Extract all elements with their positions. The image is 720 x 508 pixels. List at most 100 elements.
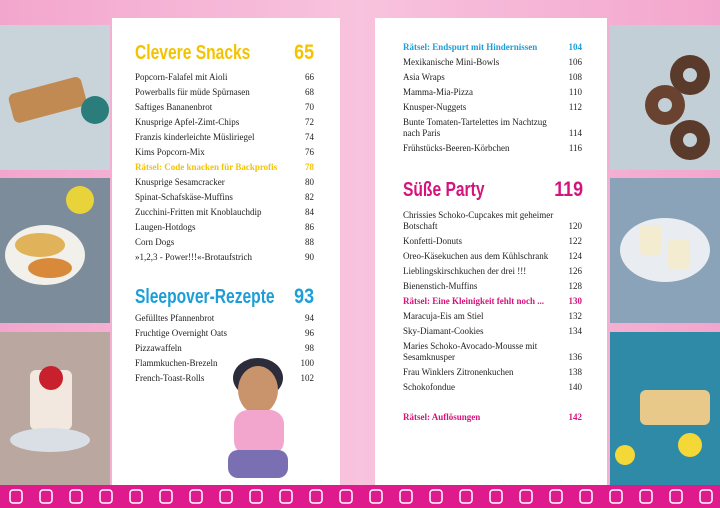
- photos-left: [0, 25, 110, 485]
- entry-page: 100: [300, 358, 315, 368]
- band-icon: [399, 489, 413, 504]
- section-page: 93: [294, 285, 314, 308]
- entry-page: 136: [568, 352, 583, 362]
- entry-text: Fruchtige Overnight Oats: [135, 328, 227, 338]
- entry-page: 84: [305, 207, 314, 217]
- entry-page: 112: [568, 102, 582, 112]
- entry-text: Knusper-Nuggets: [403, 102, 467, 112]
- entry-page: 110: [568, 87, 582, 97]
- entry-page: 78: [305, 162, 314, 172]
- entry-page: 126: [568, 266, 583, 276]
- band-icon: [279, 489, 293, 504]
- band-icon: [519, 489, 533, 504]
- band-icon: [369, 489, 383, 504]
- entry-text: Pizzawaffeln: [135, 343, 182, 353]
- photos-right: [610, 25, 720, 485]
- entry-text: Rätsel: Eine Kleinigkeit fehlt noch ...: [403, 296, 544, 306]
- entry-text: French-Toast-Rolls: [135, 373, 205, 383]
- entry-page: 124: [568, 251, 583, 261]
- entry-page: 116: [568, 143, 582, 153]
- entry-text: Rätsel: Code knacken für Backprofis: [135, 162, 278, 172]
- entry-text: Rätsel: Auflösungen: [403, 412, 481, 422]
- band-icon: [579, 489, 593, 504]
- entry-text: Powerballs für müde Spürnasen: [135, 87, 250, 97]
- band-icon: [219, 489, 233, 504]
- entry-text: Botschaft: [403, 221, 438, 231]
- entry-page: 130: [568, 296, 583, 306]
- band-icons: [9, 489, 713, 504]
- entry-text: Frühstücks-Beeren-Körbchen: [403, 143, 510, 153]
- entry-page: 102: [300, 373, 315, 383]
- section-title: Sleepover-Rezepte: [135, 286, 275, 308]
- entry-text: Gefülltes Pfannenbrot: [135, 313, 215, 323]
- entry-page: 120: [568, 221, 583, 231]
- entry-text: Schokofondue: [403, 382, 455, 392]
- band-icon: [459, 489, 473, 504]
- entry-page: 140: [568, 382, 583, 392]
- entry-text: Sky-Diamant-Cookies: [403, 326, 484, 336]
- band-icon: [9, 489, 23, 504]
- entry-text: Corn Dogs: [135, 237, 175, 247]
- entry-page: 104: [568, 42, 583, 52]
- band-icon: [249, 489, 263, 504]
- entry-text: Bunte Tomaten-Tartelettes im Nachtzug: [403, 117, 547, 127]
- entry-text: Mexikanische Mini-Bowls: [403, 57, 500, 67]
- band-icon: [429, 489, 443, 504]
- entry-page: 68: [305, 87, 314, 97]
- band-icon: [549, 489, 563, 504]
- band-icon: [609, 489, 623, 504]
- illustration-girl: [228, 358, 288, 490]
- band-icon: [189, 489, 203, 504]
- band-icon: [99, 489, 113, 504]
- section-page: 65: [294, 41, 314, 64]
- entry-page: 76: [305, 147, 314, 157]
- entry-text: Asia Wraps: [403, 72, 445, 82]
- entry-page: 94: [305, 313, 314, 323]
- entry-page: 98: [305, 343, 314, 353]
- left-page: [112, 18, 340, 485]
- band-icon: [39, 489, 53, 504]
- band-icon: [159, 489, 173, 504]
- entry-page: 72: [305, 117, 314, 127]
- band-icon: [699, 489, 713, 504]
- band-icon: [339, 489, 353, 504]
- entry-page: 128: [568, 281, 583, 291]
- entry-text: Oreo-Käsekuchen aus dem Kühlschrank: [403, 251, 549, 261]
- entry-page: 90: [305, 252, 314, 262]
- entry-text: Bienenstich-Muffins: [403, 281, 478, 291]
- entry-page: 96: [305, 328, 314, 338]
- band-icon: [489, 489, 503, 504]
- entry-page: 74: [305, 132, 314, 142]
- entry-text: Knusprige Apfel-Zimt-Chips: [135, 117, 240, 127]
- section-page: 119: [554, 178, 583, 201]
- entry-page: 66: [305, 72, 314, 82]
- entry-text: Lieblingskirschkuchen der drei !!!: [403, 266, 527, 276]
- entry-page: 114: [568, 128, 582, 138]
- entry-page: 134: [568, 326, 583, 336]
- entry-text: Frau Winklers Zitronenkuchen: [403, 367, 514, 377]
- band-icon: [639, 489, 653, 504]
- right-page: [375, 18, 607, 485]
- entry-page: 70: [305, 102, 314, 112]
- entry-text: Spinat-Schafskäse-Muffins: [135, 192, 233, 202]
- entry-text: Flammkuchen-Brezeln: [135, 358, 218, 368]
- entry-page: 88: [305, 237, 314, 247]
- entry-text: Maries Schoko-Avocado-Mousse mit: [403, 341, 538, 351]
- entry-page: 138: [568, 367, 583, 377]
- entry-text: Knusprige Sesamcracker: [135, 177, 225, 187]
- entry-text: Franzis kinderleichte Müsliriegel: [135, 132, 255, 142]
- entry-text: Saftiges Bananenbrot: [135, 102, 213, 112]
- entry-page: 142: [568, 412, 583, 422]
- entry-text: Mamma-Mia-Pizza: [403, 87, 473, 97]
- entry-text: Zucchini-Fritten mit Knoblauchdip: [135, 207, 262, 217]
- bottom-band: [0, 485, 720, 508]
- band-icon: [129, 489, 143, 504]
- entry-text: Popcorn-Falafel mit Aioli: [135, 72, 228, 82]
- entry-page: 132: [568, 311, 583, 321]
- entry-text: Rätsel: Endspurt mit Hindernissen: [403, 42, 538, 52]
- entry-text: »1,2,3 - Power!!!«-Brotaufstrich: [135, 252, 252, 262]
- entry-text: nach Paris: [403, 128, 441, 138]
- entry-text: Chrissies Schoko-Cupcakes mit geheimer: [403, 210, 554, 220]
